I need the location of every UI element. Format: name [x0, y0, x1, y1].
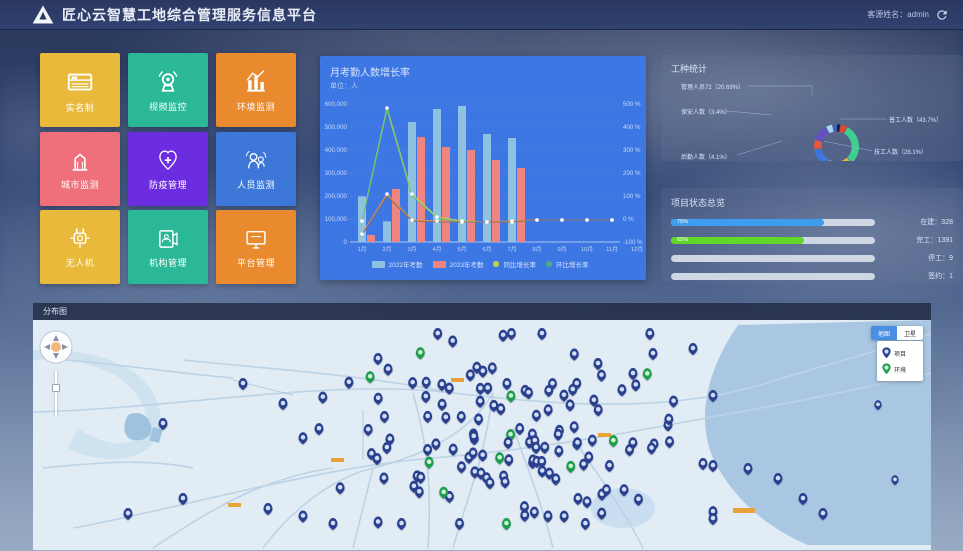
svg-text:5月: 5月: [457, 246, 466, 253]
svg-text:400 %: 400 %: [623, 124, 641, 131]
svg-text:2月: 2月: [382, 246, 391, 253]
svg-text:普工人数（43.7%）: 普工人数（43.7%）: [889, 116, 942, 124]
svg-text:6月: 6月: [482, 246, 491, 253]
svg-text:200 %: 200 %: [623, 170, 641, 177]
svg-text:600,000: 600,000: [325, 101, 348, 108]
svg-text:8月: 8月: [532, 246, 541, 253]
svg-text:后勤人数（4.1%）: 后勤人数（4.1%）: [681, 153, 731, 161]
svg-text:100 %: 100 %: [623, 193, 641, 200]
svg-text:4月: 4月: [432, 246, 441, 253]
svg-text:-100 %: -100 %: [623, 239, 643, 246]
svg-text:300,000: 300,000: [325, 170, 348, 177]
svg-text:7月: 7月: [507, 246, 516, 253]
svg-text:0: 0: [344, 239, 348, 246]
svg-text:10月: 10月: [581, 246, 593, 253]
svg-text:12月: 12月: [631, 246, 643, 253]
svg-text:保安人数（3.4%）: 保安人数（3.4%）: [681, 108, 731, 116]
svg-text:100,000: 100,000: [325, 216, 348, 223]
svg-text:300 %: 300 %: [623, 147, 641, 154]
svg-text:200,000: 200,000: [325, 193, 348, 200]
svg-text:9月: 9月: [557, 246, 566, 253]
svg-text:0 %: 0 %: [623, 216, 634, 223]
svg-text:技工人数（28.1%）: 技工人数（28.1%）: [874, 148, 927, 156]
svg-text:500,000: 500,000: [325, 124, 348, 131]
svg-text:400,000: 400,000: [325, 147, 348, 154]
svg-text:管理人员72（20.69%）: 管理人员72（20.69%）: [681, 83, 744, 91]
svg-text:11月: 11月: [606, 246, 618, 253]
svg-text:3月: 3月: [407, 246, 416, 253]
svg-text:1月: 1月: [357, 246, 366, 253]
svg-text:500 %: 500 %: [623, 101, 641, 108]
